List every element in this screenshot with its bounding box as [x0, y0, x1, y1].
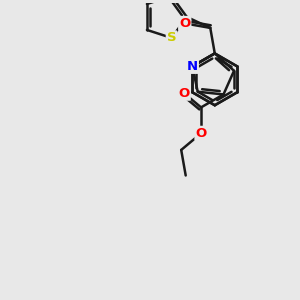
Text: O: O: [179, 17, 190, 30]
Text: O: O: [178, 87, 190, 100]
Text: O: O: [195, 127, 207, 140]
Text: N: N: [187, 60, 198, 73]
Text: S: S: [167, 32, 176, 44]
